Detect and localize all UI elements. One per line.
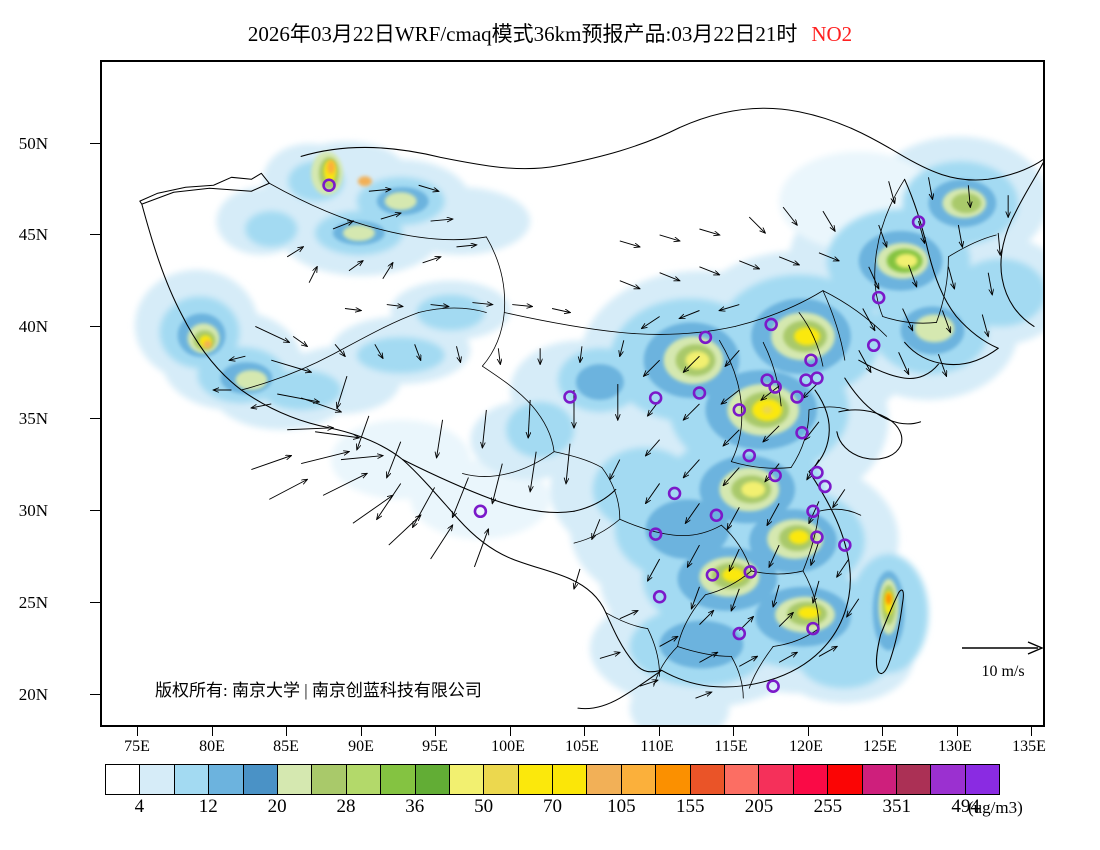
wind-scale-label: 10 m/s <box>981 663 1025 680</box>
lat-label-25N: 25N <box>18 593 48 612</box>
lon-label-80E: 80E <box>199 738 225 755</box>
lon-label-100E: 100E <box>491 738 525 755</box>
colorbar <box>105 764 1000 795</box>
colorbar-swatch-25 <box>965 765 1000 794</box>
colorbar-tick-70: 70 <box>543 796 562 817</box>
colorbar-swatch-7 <box>346 765 382 794</box>
colorbar-labels: 4 12 20 28 36 50 70 105 155 205 255 351 494 <box>105 796 1000 822</box>
colorbar-tick-351: 351 <box>882 796 911 817</box>
page-title: 2026年03月22日WRF/cmaq模式36km预报产品:03月22日21时 N… <box>0 18 1100 48</box>
lat-label-20N: 20N <box>18 685 48 704</box>
lon-tick-75E <box>137 727 138 736</box>
colorbar-swatch-4 <box>243 765 278 794</box>
lon-label-125E: 125E <box>863 738 897 755</box>
lat-label-45N: 45N <box>18 225 48 244</box>
wind-vector-layer <box>214 177 1009 699</box>
wind-scale-legend: 10 m/s <box>958 640 1048 681</box>
lon-label-75E: 75E <box>124 738 150 755</box>
colorbar-swatch-18 <box>725 765 760 794</box>
colorbar-swatch-20 <box>793 765 829 794</box>
colorbar-tick-28: 28 <box>336 796 356 817</box>
lat-label-50N: 50N <box>18 134 48 153</box>
lon-label-135E: 135E <box>1012 738 1046 755</box>
colorbar-tick-494: 494 <box>951 796 980 817</box>
lat-tick-30N <box>90 510 100 511</box>
colorbar-tick-50: 50 <box>474 796 494 817</box>
lon-tick-100E <box>510 727 511 736</box>
lat-tick-20N <box>90 694 100 695</box>
lat-tick-50N <box>90 143 100 144</box>
lon-label-120E: 120E <box>789 738 823 755</box>
colorbar-swatch-22 <box>862 765 897 794</box>
lat-tick-40N <box>90 326 100 327</box>
colorbar-swatch-10 <box>449 765 485 794</box>
lon-label-90E: 90E <box>348 738 374 755</box>
lon-label-130E: 130E <box>938 738 972 755</box>
colorbar-swatch-2 <box>174 765 210 794</box>
lat-tick-45N <box>90 234 100 235</box>
lon-tick-115E <box>733 727 734 736</box>
lon-tick-125E <box>882 727 883 736</box>
colorbar-swatch-14 <box>587 765 622 794</box>
map-plot-area[interactable] <box>100 60 1045 727</box>
colorbar-tick-155: 155 <box>675 796 705 817</box>
colorbar-swatch-17 <box>690 765 726 794</box>
colorbar-swatch-0 <box>106 765 141 794</box>
lat-label-35N: 35N <box>18 409 48 428</box>
colorbar-swatch-12 <box>518 765 554 794</box>
colorbar-tick-20: 20 <box>267 796 287 817</box>
lat-tick-25N <box>90 602 100 603</box>
colorbar-swatch-5 <box>277 765 313 794</box>
lat-tick-35N <box>90 418 100 419</box>
arrow-right-icon <box>962 641 1044 655</box>
lon-label-85E: 85E <box>273 738 299 755</box>
colorbar-swatch-13 <box>553 765 588 794</box>
lat-label-40N: 40N <box>18 317 48 336</box>
colorbar-tick-12: 12 <box>198 796 218 817</box>
colorbar-swatch-16 <box>656 765 691 794</box>
colorbar-swatch-11 <box>484 765 519 794</box>
concentration-map <box>102 62 1043 725</box>
lon-label-105E: 105E <box>565 738 599 755</box>
copyright-text: 版权所有: 南京大学 | 南京创蓝科技有限公司 <box>155 681 482 700</box>
colorbar-swatch-9 <box>415 765 450 794</box>
lon-tick-90E <box>361 727 362 736</box>
city-marker-layer <box>322 178 926 693</box>
colorbar-swatch-1 <box>140 765 175 794</box>
lon-label-95E: 95E <box>422 738 448 755</box>
colorbar-swatch-19 <box>759 765 794 794</box>
title-text: 2026年03月22日WRF/cmaq模式36km预报产品:03月22日21时 <box>247 22 798 46</box>
colorbar-swatch-8 <box>381 765 416 794</box>
colorbar-swatch-24 <box>931 765 966 794</box>
lon-tick-85E <box>286 727 287 736</box>
lon-tick-120E <box>808 727 809 736</box>
lon-tick-80E <box>212 727 213 736</box>
colorbar-swatch-3 <box>209 765 244 794</box>
lon-tick-95E <box>435 727 436 736</box>
lat-label-30N: 30N <box>18 501 48 520</box>
lon-tick-135E <box>1031 727 1032 736</box>
colorbar-swatch-15 <box>621 765 657 794</box>
colorbar-swatch-23 <box>896 765 932 794</box>
colorbar-swatch-6 <box>312 765 347 794</box>
lon-label-115E: 115E <box>714 738 748 755</box>
colorbar-tick-36: 36 <box>405 796 425 817</box>
colorbar-swatch-21 <box>828 765 863 794</box>
colorbar-tick-4: 4 <box>134 796 145 817</box>
colorbar-tick-105: 105 <box>607 796 636 817</box>
colorbar-unit-label: (ug/m3) <box>968 798 1023 817</box>
lon-tick-130E <box>957 727 958 736</box>
lon-label-110E: 110E <box>640 738 674 755</box>
colorbar-tick-205: 205 <box>744 796 774 817</box>
lon-tick-105E <box>584 727 585 736</box>
colorbar-tick-255: 255 <box>813 796 843 817</box>
species-label: NO2 <box>811 22 853 46</box>
lon-tick-110E <box>659 727 660 736</box>
